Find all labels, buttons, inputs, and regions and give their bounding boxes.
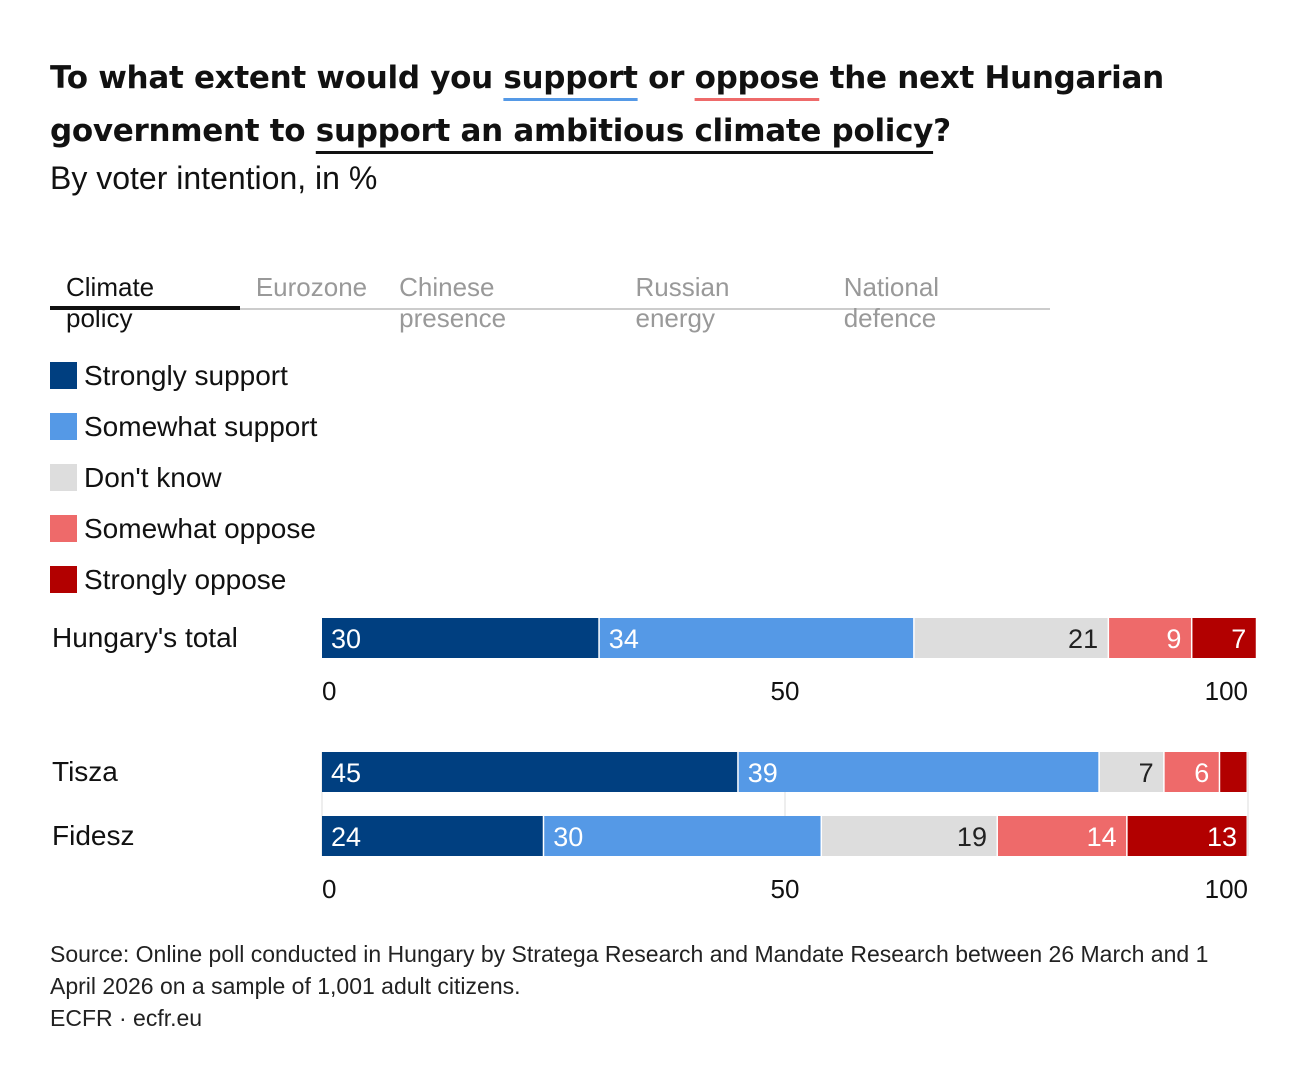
title-part-1: To what extent would you: [50, 60, 504, 96]
legend-label: Strongly support: [84, 359, 288, 391]
row-label: Hungary's total: [52, 622, 238, 653]
bar-segment-strongly-oppose: [1192, 618, 1256, 658]
title-part-3: the next Hungarian government to: [50, 60, 1164, 149]
legend-item-somewhat-oppose: Somewhat oppose: [50, 503, 317, 554]
legend-item-dont-know: Don't know: [50, 452, 317, 503]
tab-climate-policy[interactable]: Climate policy: [50, 268, 240, 333]
legend-item-somewhat-support: Somewhat support: [50, 401, 317, 452]
data-label: 24: [331, 822, 361, 852]
legend-swatch: [50, 464, 77, 491]
legend-item-strongly-oppose: Strongly oppose: [50, 554, 317, 605]
data-label: 13: [1207, 822, 1237, 852]
title-topic: support an ambitious climate policy: [315, 113, 934, 149]
legend: Strongly support Somewhat support Don't …: [50, 350, 317, 605]
legend-swatch: [50, 515, 77, 542]
legend-swatch: [50, 566, 77, 593]
legend-label: Strongly oppose: [84, 563, 287, 595]
tab-russian-energy[interactable]: Russian energy: [635, 272, 730, 333]
tab-chinese-presence[interactable]: Chinese presence: [399, 272, 507, 333]
data-label: 30: [553, 822, 583, 852]
bar-segment-strongly-oppose: [1127, 816, 1247, 856]
bar-segment-dont-know: [1099, 752, 1164, 792]
data-label: 19: [957, 822, 987, 852]
bar-segment-strongly-support: [322, 816, 543, 856]
data-label: 39: [748, 758, 778, 788]
title-part-4: ?: [933, 113, 951, 149]
legend-label: Somewhat oppose: [84, 512, 316, 544]
legend-label: Don't know: [84, 461, 222, 493]
tab-bar: Climate policy Eurozone Chinese presence…: [50, 268, 1050, 333]
tab-national-defence[interactable]: National defence: [843, 272, 940, 333]
legend-label: Somewhat support: [84, 410, 318, 442]
chart-subtitle: By voter intention, in %: [50, 160, 378, 196]
data-label: 9: [1166, 624, 1181, 654]
bar-segment-dont-know: [914, 618, 1108, 658]
bar-segment-dont-know: [822, 816, 997, 856]
bar-segment-strongly-oppose: [1220, 752, 1247, 792]
data-label: 45: [331, 758, 361, 788]
bar-segment-strongly-support: [322, 618, 599, 658]
bar-segment-somewhat-oppose: [1164, 752, 1219, 792]
data-label: 7: [1139, 758, 1154, 788]
source-note: Source: Online poll conducted in Hungary…: [50, 941, 1209, 999]
x-tick-label: 0: [322, 874, 336, 904]
title-support-word: support: [503, 60, 638, 96]
data-label: 21: [1068, 624, 1098, 654]
chart-title: To what extent would you support or oppo…: [50, 52, 1250, 158]
legend-swatch: [50, 362, 77, 389]
bar-segment-somewhat-support: [599, 618, 914, 658]
bar-segment-somewhat-oppose: [1109, 618, 1191, 658]
x-tick-label: 50: [771, 874, 800, 904]
bar-segment-somewhat-support: [738, 752, 1099, 792]
title-part-2: or: [637, 60, 695, 96]
data-label: 30: [331, 624, 361, 654]
row-label: Fidesz: [52, 820, 134, 851]
data-label: 14: [1087, 822, 1117, 852]
stacked-bar-chart: Hungary's total 30 34 21 9 7 0 50 100 Tisza 45 39 7 6…: [52, 618, 1256, 904]
x-tick-label: 0: [322, 676, 336, 706]
data-label: 6: [1194, 758, 1209, 788]
bar-segment-strongly-support: [322, 752, 738, 792]
x-tick-label: 100: [1205, 874, 1248, 904]
bar-segment-somewhat-oppose: [997, 816, 1127, 856]
tab-eurozone[interactable]: Eurozone: [255, 272, 368, 302]
x-tick-label: 100: [1205, 676, 1248, 706]
bar-segment-somewhat-support: [544, 816, 821, 856]
legend-swatch: [50, 413, 77, 440]
data-label: 7: [1231, 624, 1246, 654]
credit: ECFR · ecfr.eu: [50, 1005, 203, 1031]
footer: Source: Online poll conducted in Hungary…: [50, 938, 1250, 1034]
data-label: 34: [609, 624, 639, 654]
legend-item-strongly-support: Strongly support: [50, 350, 317, 401]
x-tick-label: 50: [771, 676, 800, 706]
title-oppose-word: oppose: [694, 60, 820, 96]
row-label: Tisza: [52, 756, 118, 787]
